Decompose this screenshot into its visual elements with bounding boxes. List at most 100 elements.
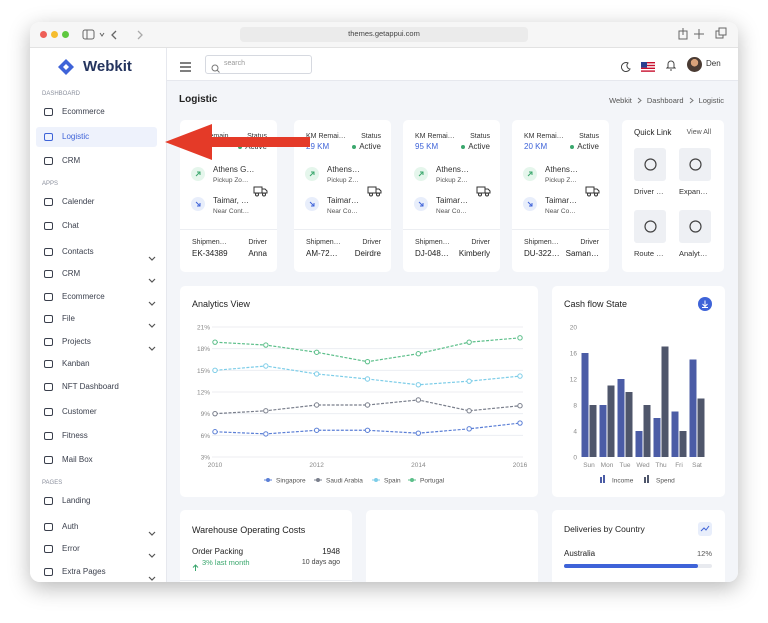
icon-part — [148, 256, 156, 261]
user-name[interactable]: Den — [706, 59, 721, 68]
theme-toggle[interactable] — [621, 59, 631, 73]
search-placeholder: search — [224, 60, 246, 67]
quick-link-label[interactable]: Driver … — [634, 187, 664, 196]
sidebar-toggle-svg — [82, 29, 117, 40]
nav-item[interactable]: Contacts — [62, 247, 94, 256]
nav-item[interactable]: CRM — [62, 156, 81, 165]
nav-item[interactable]: Chat — [62, 221, 79, 230]
km-value: 20 KM — [524, 142, 548, 151]
forward-svg — [137, 30, 143, 40]
chevron[interactable] — [148, 339, 156, 351]
nav-item[interactable]: Landing — [62, 496, 91, 505]
hamburger[interactable] — [180, 59, 191, 72]
nav-item[interactable]: Projects — [62, 337, 91, 346]
driver: Anna — [248, 249, 267, 258]
truck-icon-svg — [585, 186, 600, 197]
hamburger-svg — [180, 62, 191, 72]
quick-link-tile[interactable] — [679, 210, 711, 243]
breadcrumb-item[interactable]: Webkit — [609, 95, 632, 105]
chevron[interactable] — [148, 249, 156, 261]
view-all[interactable]: View All — [686, 129, 711, 136]
quick-link-tile[interactable] — [679, 148, 711, 181]
search-box[interactable] — [205, 55, 312, 74]
shipment-label: Shipmen… — [192, 239, 227, 246]
search-icon — [211, 60, 220, 73]
url-bar[interactable] — [240, 27, 528, 42]
driver: Deirdre — [354, 249, 381, 258]
quick-link-label[interactable]: Route … — [634, 249, 664, 258]
traffic-light[interactable] — [62, 31, 69, 38]
nav-item[interactable]: Auth — [62, 522, 79, 531]
avatar[interactable] — [687, 57, 702, 72]
trend-button[interactable] — [698, 522, 712, 536]
chevron[interactable] — [148, 294, 156, 306]
traffic-light[interactable] — [51, 31, 58, 38]
flag[interactable] — [641, 59, 655, 72]
to-note: Near Co… — [545, 208, 576, 215]
icon-part — [641, 62, 655, 64]
breadcrumb-item[interactable]: Dashboard — [646, 95, 684, 105]
quick-link-label[interactable]: Analyt… — [679, 249, 708, 258]
nav-item[interactable]: NFT Dashboard — [62, 382, 119, 391]
nav-item[interactable]: Fitness — [62, 431, 88, 440]
nav-icon — [44, 568, 53, 576]
status-dot — [461, 145, 465, 149]
nav-item[interactable]: Customer — [62, 407, 97, 416]
section-title: PAGES — [42, 480, 63, 486]
from-note: Pickup Zo… — [213, 177, 249, 184]
icon-part — [641, 70, 655, 72]
nav-item[interactable]: Kanban — [62, 359, 90, 368]
pickup-icon-svg — [414, 167, 428, 181]
dropoff-icon — [414, 197, 428, 211]
pickup-icon — [414, 167, 428, 181]
truck-icon-svg — [476, 186, 491, 197]
nav-item[interactable]: Error — [62, 544, 80, 553]
nav-icon — [44, 408, 53, 416]
dropoff-icon — [191, 197, 205, 211]
browser-actions[interactable] — [676, 27, 728, 41]
nav-item[interactable]: Extra Pages — [62, 567, 106, 576]
url: themes.getappui.com — [348, 29, 420, 38]
chevron[interactable] — [148, 569, 156, 581]
bell-svg — [665, 60, 677, 71]
from-name: Athens G… — [213, 165, 255, 174]
nav-icon — [44, 133, 53, 141]
nav-item[interactable]: Ecommerce — [62, 107, 105, 116]
chevron[interactable] — [148, 524, 156, 536]
quick-link-label[interactable]: Expan… — [679, 187, 708, 196]
dropoff-icon — [523, 197, 537, 211]
nav-item[interactable]: Calender — [62, 197, 95, 206]
shipment-id: DU-322… — [524, 249, 560, 258]
icon-part — [418, 171, 424, 177]
nav-item[interactable]: Mail Box — [62, 455, 93, 464]
icon-part — [253, 186, 263, 194]
nav-item[interactable]: File — [62, 314, 75, 323]
download-button[interactable] — [698, 297, 712, 311]
traffic-light[interactable] — [40, 31, 47, 38]
deliveries-card — [552, 510, 725, 582]
chevron[interactable] — [148, 316, 156, 328]
bell[interactable] — [665, 58, 677, 71]
chevron-svg — [148, 576, 156, 581]
quick-link-title: Quick Link — [634, 128, 672, 137]
chevron[interactable] — [148, 546, 156, 558]
chevron[interactable] — [148, 271, 156, 283]
quick-link-tile[interactable] — [634, 210, 666, 243]
icon-part — [689, 220, 702, 233]
icon-part — [527, 201, 533, 207]
nav-item[interactable]: CRM — [62, 269, 81, 278]
nav-icon — [44, 270, 53, 278]
nav-item[interactable]: Logistic — [62, 132, 90, 141]
chart-title: Analytics View — [192, 299, 250, 309]
forward[interactable] — [135, 28, 145, 40]
theme-toggle-svg — [621, 62, 631, 73]
icon-part — [641, 64, 655, 67]
row-time: 10 days ago — [301, 559, 340, 566]
nav-item[interactable]: Ecommerce — [62, 292, 105, 301]
flag-svg — [641, 62, 655, 72]
sidebar-toggle[interactable] — [82, 28, 122, 40]
chevron-svg — [148, 301, 156, 306]
quick-link-tile[interactable] — [634, 148, 666, 181]
shipment-label: Shipmen… — [524, 239, 559, 246]
status: Active — [577, 142, 599, 151]
